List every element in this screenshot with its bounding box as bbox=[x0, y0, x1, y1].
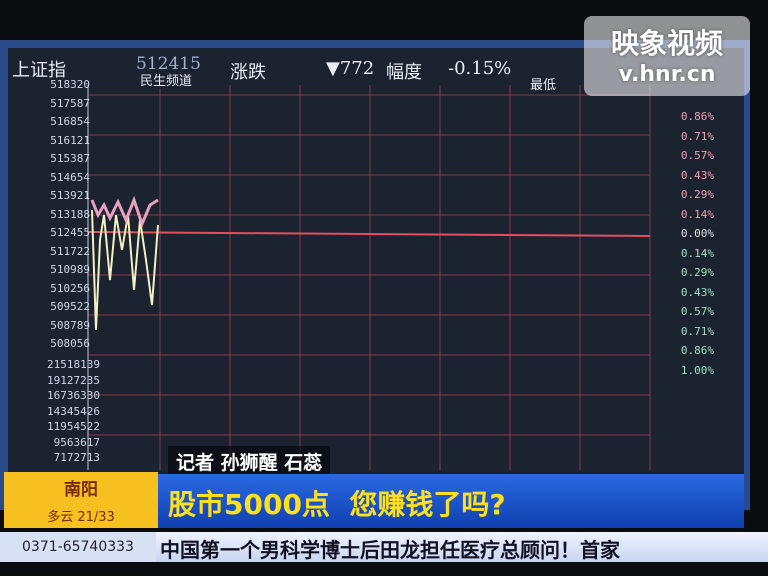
weather-box: 南阳 多云 21/33 bbox=[4, 472, 158, 528]
price-axis: 518320 517587 516854 516121 515387 514654 5139… bbox=[30, 78, 90, 358]
axis-label: 0.14% bbox=[680, 207, 714, 221]
axis-label: 508056 bbox=[50, 337, 90, 350]
screen bbox=[8, 48, 744, 508]
low-label: 最低 bbox=[530, 78, 557, 93]
axis-label: 517587 bbox=[50, 96, 90, 110]
axis-label: 0.29% bbox=[680, 266, 714, 279]
avg-line bbox=[90, 195, 159, 229]
axis-label: 510989 bbox=[50, 263, 90, 276]
axis-label: 515387 bbox=[50, 152, 90, 165]
axis-label: 0.57% bbox=[680, 149, 714, 162]
axis-label: 0.14% bbox=[680, 246, 714, 260]
axis-label: 513921 bbox=[50, 189, 90, 202]
headline-bar: 股市5000点 您赚钱了吗? bbox=[158, 474, 744, 528]
channel: 民生频道 bbox=[140, 70, 193, 89]
axis-label: 510256 bbox=[50, 281, 90, 295]
ticker-text: 中国第一个男科学博士后田龙担任医疗总顾问！首家 bbox=[160, 538, 620, 562]
pct-axis: 0.86% 0.71% 0.57% 0.43% 0.29% 0.14% 0.00% 0.14%… bbox=[654, 110, 714, 380]
change: ▼772 bbox=[326, 58, 375, 79]
axis-label: 0.71% bbox=[680, 324, 714, 338]
forecast: 多云 21/33 bbox=[47, 510, 115, 525]
phone: 0371-65740333 bbox=[0, 532, 156, 562]
axis-label: 0.00% bbox=[680, 227, 714, 240]
price-line bbox=[91, 209, 159, 331]
logo-name: 映象视频 bbox=[610, 27, 723, 60]
axis-label: 508789 bbox=[50, 318, 90, 332]
ticker-bar: 0371-65740333 中国第一个男科学博士后田龙担任医疗总顾问！首家 bbox=[0, 532, 768, 562]
axis-label: 0.43% bbox=[680, 285, 714, 299]
axis-label: 7172713 bbox=[53, 451, 100, 464]
axis-label: 0.71% bbox=[680, 129, 714, 143]
axis-label: 516121 bbox=[50, 133, 90, 147]
axis-label: 19127235 bbox=[47, 373, 100, 387]
grid bbox=[88, 85, 651, 470]
volume-axis: 21518139 19127235 16736330 14345426 11954522… bbox=[30, 358, 100, 468]
axis-label: 512455 bbox=[50, 226, 90, 239]
index-value: 512415 bbox=[136, 54, 201, 74]
axis-label: 9563617 bbox=[53, 435, 100, 449]
axis-label: 516854 bbox=[50, 115, 90, 128]
axis-label: 0.86% bbox=[680, 344, 714, 357]
pct-label: 幅度 bbox=[386, 62, 422, 83]
pct: -0.15% bbox=[448, 58, 512, 79]
axis-label: 0.57% bbox=[680, 305, 714, 318]
headline: 股市5000点 您赚钱了吗? bbox=[168, 488, 506, 521]
axis-label: 514654 bbox=[50, 170, 90, 184]
logo: 映象视频 v.hnr.cn bbox=[584, 16, 750, 96]
axis-label: 21518139 bbox=[47, 358, 100, 371]
axis-label: 11954522 bbox=[47, 420, 100, 433]
axis-label: 511722 bbox=[50, 244, 90, 258]
axis-label: 14345426 bbox=[47, 404, 100, 418]
axis-label: 0.29% bbox=[680, 188, 714, 201]
index-name: 上证指 bbox=[12, 60, 66, 81]
change-label: 涨跌 bbox=[230, 62, 266, 83]
baseline bbox=[87, 231, 651, 237]
axis-label: 0.86% bbox=[680, 110, 714, 123]
logo-url: v.hnr.cn bbox=[618, 62, 716, 87]
axis-label: 16736330 bbox=[47, 389, 100, 402]
axis-label: 1.00% bbox=[680, 363, 714, 377]
axis-label: 518320 bbox=[50, 78, 90, 91]
axis-label: 509522 bbox=[50, 300, 90, 313]
axis-label: 0.43% bbox=[680, 168, 714, 182]
axis-label: 513188 bbox=[50, 207, 90, 221]
header-bar: 上证指 512415 民生频道 涨跌 ▼772 幅度 -0.15% 最低 bbox=[8, 50, 568, 93]
city: 南阳 bbox=[64, 480, 98, 500]
reporter-caption: 记者 孙狮醒 石蕊 bbox=[168, 446, 331, 477]
